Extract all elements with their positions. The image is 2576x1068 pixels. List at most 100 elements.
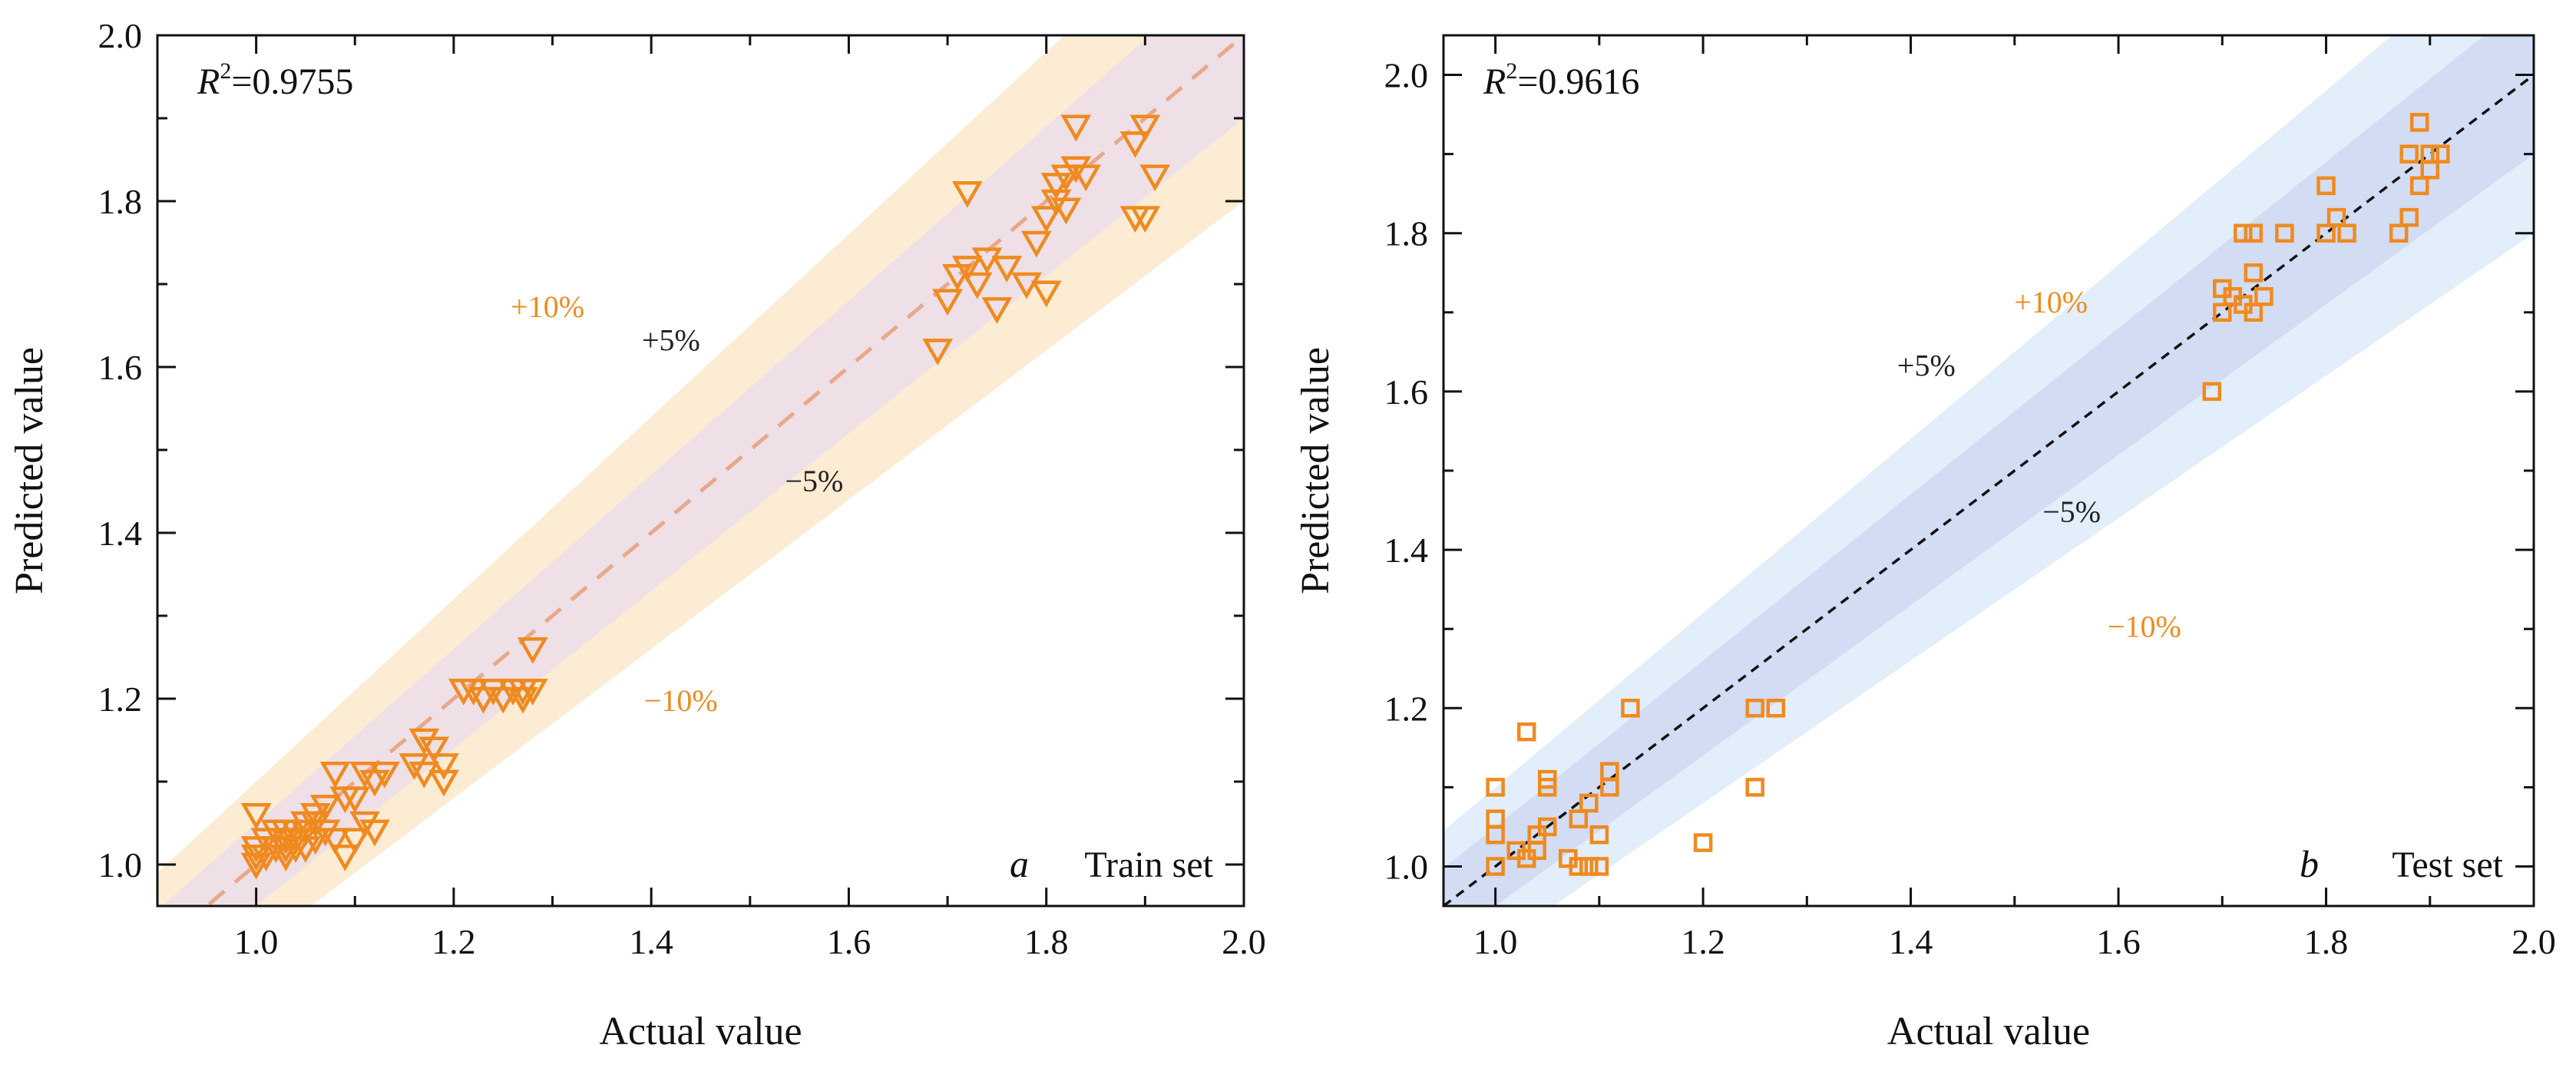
- ticks: [1443, 35, 2535, 906]
- r-squared-value: =0.9616: [1517, 61, 1639, 102]
- data-point: [2326, 207, 2346, 227]
- data-point: [408, 728, 440, 756]
- data-point: [359, 769, 390, 797]
- data-point: [951, 180, 983, 208]
- band-label-plus-5: +5%: [642, 322, 700, 357]
- plot-area: [1443, 35, 2534, 906]
- x-tick-label: 1.4: [629, 922, 673, 961]
- identity-line: [1443, 74, 2534, 906]
- r-squared-value: =0.9755: [231, 61, 353, 102]
- data-point: [508, 686, 538, 714]
- x-tick-label: 1.6: [827, 922, 871, 961]
- data-point: [1486, 857, 1505, 876]
- data-point: [1766, 699, 1786, 718]
- x-tick-label: 1.4: [1889, 922, 1933, 961]
- data-point: [428, 769, 459, 797]
- data-point: [1030, 280, 1062, 308]
- data-point: [2337, 223, 2356, 243]
- data-point: [1050, 164, 1082, 192]
- data-point: [240, 836, 272, 863]
- data-point: [478, 678, 509, 706]
- y-tick-label: 1.8: [1384, 214, 1429, 253]
- data-point: [319, 761, 351, 789]
- r-squared-exponent: 2: [1506, 58, 1517, 84]
- data-point: [1486, 778, 1505, 797]
- data-point: [240, 802, 272, 830]
- plot-area: [157, 35, 1244, 906]
- data-point: [250, 828, 282, 855]
- data-point: [1589, 857, 1609, 876]
- y-tick-label: 1.2: [98, 679, 143, 719]
- data-point: [1569, 809, 1589, 828]
- y-tick-label: 2.0: [1384, 56, 1429, 95]
- r-squared-label: R2=0.9755: [197, 58, 353, 102]
- data-point: [1537, 769, 1557, 789]
- data-point: [1060, 156, 1092, 184]
- data-point: [339, 828, 371, 855]
- data-point: [922, 339, 954, 365]
- x-tick-label: 1.2: [432, 922, 476, 961]
- x-tick-label: 1.0: [234, 922, 279, 961]
- data-point: [468, 686, 499, 714]
- data-point: [2409, 176, 2429, 196]
- data-point: [2254, 286, 2273, 306]
- panel-letter: b: [2300, 842, 2319, 885]
- data-point: [1600, 762, 1619, 781]
- data-point: [1020, 230, 1052, 258]
- band-label-minus-5: −5%: [2042, 494, 2101, 529]
- data-point: [458, 678, 489, 706]
- data-point: [1050, 197, 1082, 225]
- y-tick-label: 1.6: [98, 348, 143, 387]
- data-point: [1579, 793, 1599, 813]
- data-point: [280, 828, 311, 855]
- data-point: [2244, 303, 2264, 322]
- x-tick-label: 1.6: [2096, 922, 2141, 961]
- y-tick-label: 1.4: [98, 514, 143, 553]
- data-point: [2431, 144, 2450, 164]
- data-point: [1030, 206, 1062, 233]
- data-point: [1486, 809, 1505, 828]
- data-point: [1537, 817, 1557, 837]
- data-point: [1589, 825, 1609, 845]
- band-label-plus-10: +10%: [2014, 285, 2088, 319]
- data-point: [1579, 857, 1599, 876]
- band-label-minus-10: −10%: [2108, 609, 2181, 643]
- data-point: [2316, 176, 2336, 196]
- data-point: [299, 811, 331, 838]
- data-point: [250, 844, 282, 871]
- data-point: [1693, 833, 1713, 852]
- y-tick-label: 1.0: [98, 845, 143, 884]
- data-point: [240, 852, 272, 880]
- band-5-percent: [1443, 35, 2534, 906]
- data-point: [1745, 778, 1764, 797]
- data-point: [517, 637, 548, 664]
- x-tick-label: 1.8: [1024, 922, 1069, 961]
- data-point: [319, 828, 351, 855]
- data-point: [971, 247, 1003, 275]
- x-tick-label: 1.8: [2304, 922, 2349, 961]
- data-point: [1516, 722, 1536, 742]
- r-squared-label: R2=0.9616: [1483, 58, 1639, 102]
- data-point: [1569, 857, 1589, 876]
- data-point: [2213, 303, 2232, 322]
- band-label-minus-5: −5%: [785, 464, 843, 498]
- data-point: [2420, 144, 2440, 164]
- r-squared-symbol: R: [1483, 61, 1506, 102]
- data-point: [418, 736, 450, 764]
- data-point: [2244, 263, 2264, 283]
- data-point: [942, 263, 973, 291]
- x-tick-label: 1.2: [1681, 922, 1725, 961]
- band-label-plus-5: +5%: [1897, 348, 1956, 382]
- y-tick-label: 1.0: [1384, 847, 1429, 886]
- data-point: [398, 753, 430, 780]
- data-point: [1621, 699, 1640, 718]
- data-point: [1040, 173, 1072, 200]
- data-point: [488, 686, 519, 714]
- y-tick-label: 1.2: [1384, 689, 1429, 728]
- data-point: [932, 289, 963, 316]
- markers: [240, 114, 1171, 880]
- data-point: [428, 753, 459, 780]
- data-point: [339, 786, 371, 814]
- band-label-minus-10: −10%: [644, 683, 718, 718]
